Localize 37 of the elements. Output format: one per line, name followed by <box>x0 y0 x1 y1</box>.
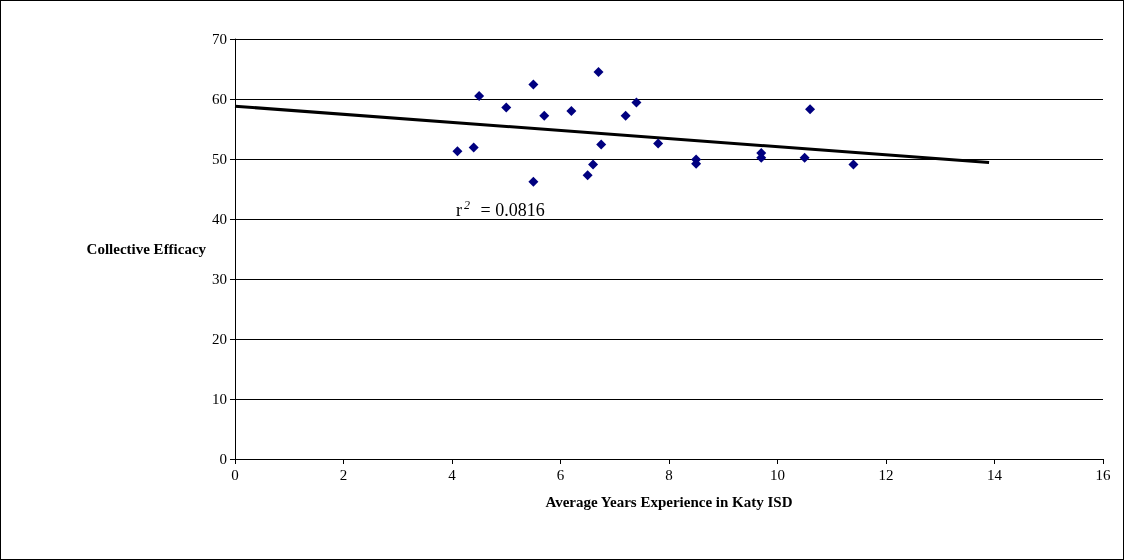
point <box>799 152 810 163</box>
point <box>593 67 604 77</box>
point <box>468 142 479 153</box>
point <box>566 106 577 116</box>
point <box>452 146 463 157</box>
x-tick-label: 14 <box>987 466 1003 483</box>
y-tick-label: 70 <box>212 31 227 47</box>
x-tick-label: 4 <box>448 466 457 483</box>
point <box>631 97 642 108</box>
point <box>501 102 512 113</box>
y-tick-label: 40 <box>212 211 227 227</box>
point <box>620 110 631 121</box>
x-tick-label: 16 <box>1095 466 1111 483</box>
y-axis-title: Collective Efficacy <box>86 241 207 257</box>
point <box>588 159 599 170</box>
y-tick-label: 10 <box>212 391 227 407</box>
y-tick-label: 50 <box>212 151 227 167</box>
x-tick-label: 8 <box>665 466 673 483</box>
y-tick-label: 60 <box>212 91 227 107</box>
y-tick-label: 20 <box>212 331 227 347</box>
point <box>582 170 593 181</box>
point <box>539 110 550 121</box>
point <box>596 139 607 150</box>
point <box>653 138 664 149</box>
x-axis-title: Average Years Experience in Katy ISD <box>545 493 793 510</box>
point <box>848 159 859 170</box>
x-tick-label: 12 <box>878 466 894 483</box>
x-tick-label: 6 <box>556 466 565 483</box>
x-tick-label: 10 <box>770 466 785 483</box>
y-tick-label: 0 <box>219 451 227 467</box>
x-tick-label: 0 <box>231 466 239 483</box>
point <box>474 91 485 101</box>
point <box>805 104 816 115</box>
point <box>528 79 539 90</box>
point <box>528 176 539 187</box>
x-tick-label: 2 <box>339 466 348 483</box>
y-tick-label: 30 <box>212 271 227 287</box>
